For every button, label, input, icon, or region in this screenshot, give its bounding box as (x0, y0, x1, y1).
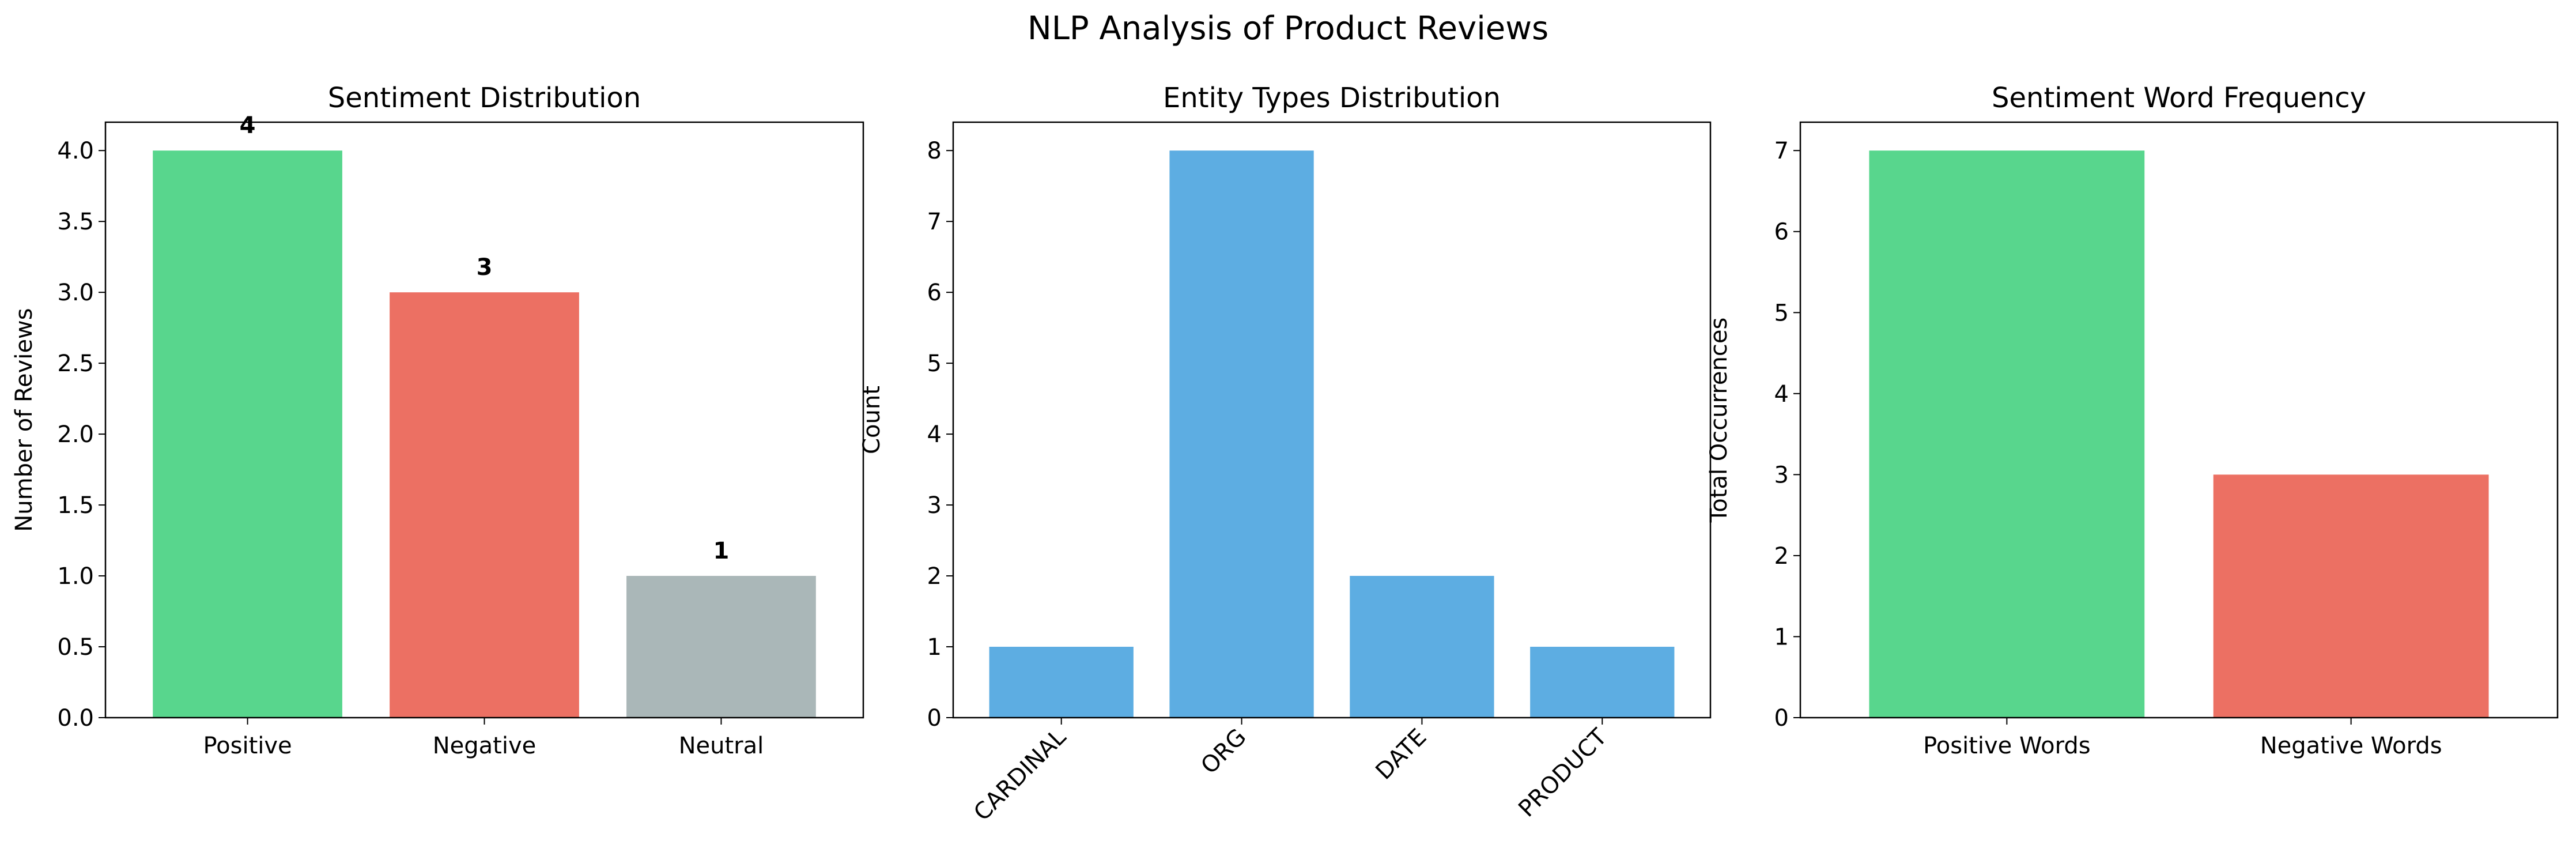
y-axis-label: Total Occurrences (1706, 318, 1732, 523)
bar-negative-words (2213, 474, 2489, 718)
y-axis-label: Number of Reviews (11, 308, 37, 531)
bar-negative (390, 292, 579, 718)
x-tick-label: Positive (203, 733, 292, 759)
axes-frame (104, 121, 864, 719)
y-tick-label: 1.0 (57, 563, 94, 590)
x-tick-label: Neutral (679, 733, 764, 759)
bar-value-label: 1 (713, 538, 730, 564)
y-tick-label: 3.5 (57, 209, 94, 235)
y-tick-label: 1 (1774, 624, 1789, 650)
x-tick-label: CARDINAL (969, 723, 1071, 826)
bar-date (1350, 576, 1494, 718)
chart-title: Entity Types Distribution (1163, 82, 1501, 114)
y-tick-label: 8 (927, 138, 942, 164)
chart-title: Sentiment Word Frequency (1992, 82, 2366, 114)
y-tick-label: 7 (927, 209, 942, 235)
y-tick-label: 6 (1774, 219, 1789, 246)
axes-frame (1799, 121, 2559, 719)
entity-types-distribution-chart: Entity Types Distribution Count 0 1 2 3 4 5 6 7… (859, 82, 1712, 826)
axes-frame (952, 121, 1712, 719)
bar-value-label: 3 (477, 254, 493, 281)
sentiment-distribution-chart: Sentiment Distribution Number of Reviews… (11, 82, 864, 759)
bar-org (1169, 150, 1314, 718)
y-tick-label: 0.5 (57, 634, 94, 661)
y-axis-label: Count (859, 386, 885, 454)
bar-neutral (626, 576, 816, 718)
y-tick-label: 1.5 (57, 492, 94, 519)
y-tick-label: 2.5 (57, 350, 94, 377)
bar-cardinal (989, 647, 1134, 718)
chart-title: Sentiment Distribution (328, 82, 641, 114)
y-tick-label: 4.0 (57, 138, 94, 164)
y-tick-label: 0.0 (57, 705, 94, 731)
y-tick-label: 0 (1774, 705, 1789, 731)
y-tick-label: 3 (1774, 462, 1789, 488)
bar-value-label: 4 (240, 112, 256, 139)
y-tick-label: 5 (927, 350, 942, 377)
bar-product (1530, 647, 1675, 718)
sentiment-word-frequency-chart: Sentiment Word Frequency Total Occurrenc… (1706, 82, 2559, 759)
bar-positive-words (1869, 150, 2145, 718)
y-tick-label: 1 (927, 634, 942, 661)
y-tick-label: 4 (927, 421, 942, 448)
y-tick-label: 2 (1774, 543, 1789, 570)
x-tick-label: PRODUCT (1513, 723, 1612, 822)
x-tick-label: DATE (1370, 724, 1431, 785)
x-tick-label: Negative Words (2260, 733, 2442, 759)
x-tick-label: Negative (433, 733, 537, 759)
figure-title: NLP Analysis of Product Reviews (1028, 10, 1548, 47)
y-tick-label: 3 (927, 492, 942, 519)
y-tick-label: 0 (927, 705, 942, 731)
bar-positive (153, 150, 342, 718)
y-tick-label: 3.0 (57, 280, 94, 306)
y-tick-label: 2.0 (57, 421, 94, 448)
y-tick-label: 5 (1774, 300, 1789, 326)
y-tick-label: 4 (1774, 381, 1789, 408)
x-tick-label: ORG (1196, 724, 1251, 779)
x-tick-label: Positive Words (1923, 733, 2091, 759)
y-tick-label: 7 (1774, 138, 1789, 164)
y-tick-label: 6 (927, 280, 942, 306)
y-tick-label: 2 (927, 563, 942, 590)
